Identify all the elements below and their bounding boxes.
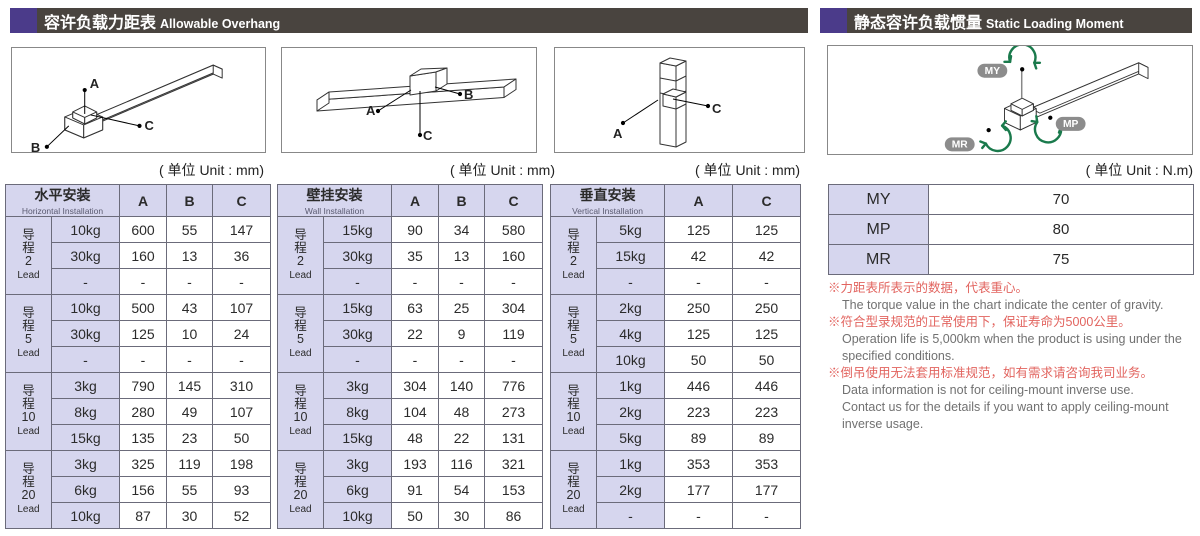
svg-text:C: C	[712, 101, 722, 116]
svg-text:B: B	[31, 140, 40, 154]
svg-text:MP: MP	[1063, 119, 1079, 130]
svg-text:C: C	[423, 128, 433, 143]
svg-text:A: A	[90, 76, 99, 91]
svg-text:MY: MY	[985, 66, 1001, 77]
svg-text:B: B	[464, 87, 473, 102]
svg-text:C: C	[144, 118, 153, 133]
svg-text:A: A	[613, 126, 623, 141]
svg-text:MR: MR	[952, 140, 969, 151]
svg-text:A: A	[366, 103, 376, 118]
